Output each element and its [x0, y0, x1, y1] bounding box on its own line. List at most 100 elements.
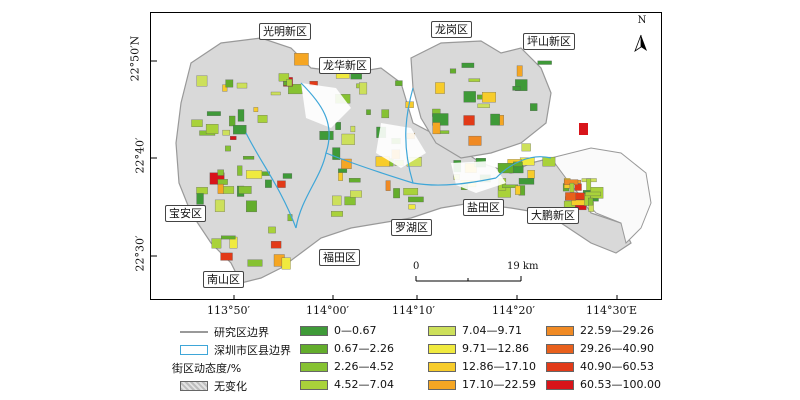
legend-study-boundary-label: 研究区边界 — [214, 326, 269, 339]
block-patch — [196, 193, 204, 205]
block-patch — [350, 125, 356, 133]
block-patch — [381, 109, 390, 119]
green-space-north — [301, 83, 351, 128]
legend: 研究区边界 深圳市区县边界 街区动态度/% 无变化 0—0.67 0.67—2.2… — [150, 322, 670, 400]
block-patch — [238, 186, 252, 194]
block-patch — [461, 62, 475, 68]
block-patch — [237, 109, 245, 122]
legend-class-label: 0—0.67 — [334, 324, 377, 337]
legend-class-item: 12.86—17.10 — [428, 360, 536, 373]
block-patch — [294, 53, 309, 66]
block-patch — [585, 191, 601, 197]
block-patch — [527, 170, 535, 179]
block-patch — [196, 75, 208, 87]
legend-class-item: 4.52—7.04 — [300, 378, 394, 391]
legend-class-item: 0.67—2.26 — [300, 342, 394, 355]
block-patch — [209, 172, 225, 185]
block-patch — [537, 60, 552, 65]
block-patch — [571, 199, 585, 206]
legend-class-item: 40.90—60.53 — [546, 360, 654, 373]
county-boundary-swatch — [180, 345, 208, 355]
block-patch — [211, 238, 222, 249]
legend-class-label: 7.04—9.71 — [462, 324, 522, 337]
lat-tick-label: 22°40′ — [133, 137, 147, 174]
legend-class-swatch — [300, 361, 328, 372]
block-patch — [335, 122, 341, 130]
lon-tick-label: 114°00′ — [306, 304, 349, 317]
legend-class-swatch — [428, 379, 456, 390]
legend-class-label: 29.26—40.90 — [580, 342, 654, 355]
county-boundary-5 — [245, 132, 297, 229]
block-patch — [518, 178, 535, 185]
block-patch — [319, 131, 334, 140]
legend-class-swatch — [300, 379, 328, 390]
block-patch — [237, 165, 243, 176]
block-patch — [233, 125, 247, 135]
legend-class-item: 29.26—40.90 — [546, 342, 654, 355]
block-patch — [385, 180, 391, 191]
legend-county-boundary-label: 深圳市区县边界 — [214, 344, 291, 357]
legend-class-label: 0.67—2.26 — [334, 342, 394, 355]
block-patch — [332, 195, 342, 206]
block-patch — [332, 147, 341, 160]
block-patch — [359, 82, 368, 95]
district-dapeng: 大鹏新区 — [527, 207, 579, 224]
lat-tick-label: 22°50′N — [128, 35, 142, 82]
north-label: N — [637, 15, 647, 26]
legend-dynamic-title: 街区动态度/% — [172, 360, 241, 376]
map-frame: N 0 19 km 光明新区 龙岗区 坪山新区 龙华新区 宝安区 罗湖区 盐田区… — [150, 12, 662, 300]
district-futian: 福田区 — [319, 249, 360, 266]
legend-class-label: 17.10—22.59 — [462, 378, 536, 391]
legend-class-swatch — [546, 379, 574, 390]
legend-class-swatch — [546, 343, 574, 354]
block-patch — [205, 124, 219, 134]
block-patch — [515, 185, 521, 195]
block-patch — [432, 113, 449, 126]
legend-class-swatch — [546, 361, 574, 372]
legend-county-boundary: 深圳市区县边界 — [180, 342, 291, 358]
legend-no-change: 无变化 — [180, 378, 247, 394]
lon-tick-label: 114°10′ — [392, 304, 435, 317]
block-patch — [565, 192, 576, 201]
no-change-swatch — [180, 381, 208, 391]
block-patch — [344, 196, 356, 206]
block-patch — [530, 103, 538, 111]
scale-zero: 0 — [413, 261, 420, 272]
block-patch — [286, 79, 293, 87]
block-patch — [490, 113, 500, 126]
block-patch — [253, 107, 259, 112]
block-patch — [225, 79, 234, 88]
north-arrow-icon — [634, 34, 647, 53]
block-patch — [395, 80, 403, 86]
block-patch — [230, 136, 237, 140]
legend-class-swatch — [428, 343, 456, 354]
block-patch — [331, 211, 343, 217]
district-pingshan: 坪山新区 — [523, 33, 575, 50]
block-patch — [338, 172, 343, 181]
legend-class-label: 40.90—60.53 — [580, 360, 654, 373]
block-patch — [220, 252, 233, 261]
lon-tick-label: 113°50′ — [207, 304, 250, 317]
legend-class-item: 17.10—22.59 — [428, 378, 536, 391]
block-patch — [512, 86, 521, 91]
legend-class-swatch — [428, 325, 456, 336]
county-boundary-4 — [495, 156, 552, 179]
block-patch — [270, 241, 282, 249]
block-patch — [225, 145, 231, 152]
block-patch — [515, 79, 528, 91]
block-patch — [206, 111, 221, 116]
block-patch — [341, 158, 352, 169]
block-patch — [229, 115, 236, 127]
block-patch — [247, 259, 263, 267]
block-patch — [468, 135, 482, 146]
district-longgang: 龙岗区 — [431, 21, 472, 38]
legend-class-swatch — [300, 325, 328, 336]
legend-class-swatch — [546, 325, 574, 336]
legend-class-label: 12.86—17.10 — [462, 360, 536, 373]
legend-class-item: 22.59—29.26 — [546, 324, 654, 337]
legend-class-label: 4.52—7.04 — [334, 378, 394, 391]
block-patch — [222, 84, 228, 92]
block-patch — [341, 133, 355, 145]
block-patch — [217, 169, 224, 176]
block-patch — [463, 91, 476, 103]
